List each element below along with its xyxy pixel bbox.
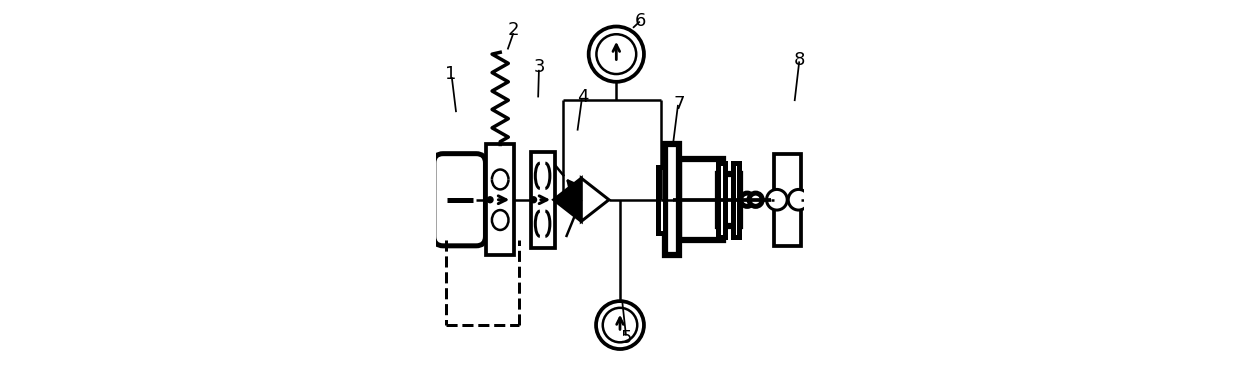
- Text: 3: 3: [534, 58, 546, 76]
- Circle shape: [740, 193, 754, 206]
- Circle shape: [487, 197, 494, 203]
- Bar: [680, 159, 723, 240]
- Bar: [733, 163, 739, 236]
- Circle shape: [766, 189, 787, 210]
- Circle shape: [531, 197, 537, 203]
- Bar: [665, 144, 680, 255]
- Circle shape: [749, 193, 763, 206]
- Bar: [531, 152, 554, 248]
- Text: 4: 4: [577, 88, 588, 105]
- Circle shape: [596, 301, 644, 349]
- Polygon shape: [582, 178, 609, 221]
- Bar: [775, 154, 801, 246]
- Text: 1: 1: [445, 65, 456, 83]
- Circle shape: [589, 27, 644, 82]
- Bar: [718, 163, 724, 236]
- Circle shape: [789, 189, 808, 210]
- FancyBboxPatch shape: [434, 154, 485, 246]
- Text: 8: 8: [794, 51, 806, 69]
- Polygon shape: [553, 178, 582, 221]
- Text: 7: 7: [673, 95, 684, 113]
- Circle shape: [596, 34, 636, 74]
- Bar: [486, 144, 515, 255]
- Text: 5: 5: [621, 329, 632, 347]
- Circle shape: [603, 308, 637, 342]
- Text: 2: 2: [508, 21, 520, 39]
- Bar: [718, 174, 740, 226]
- Bar: [658, 166, 665, 233]
- Text: 6: 6: [635, 12, 646, 30]
